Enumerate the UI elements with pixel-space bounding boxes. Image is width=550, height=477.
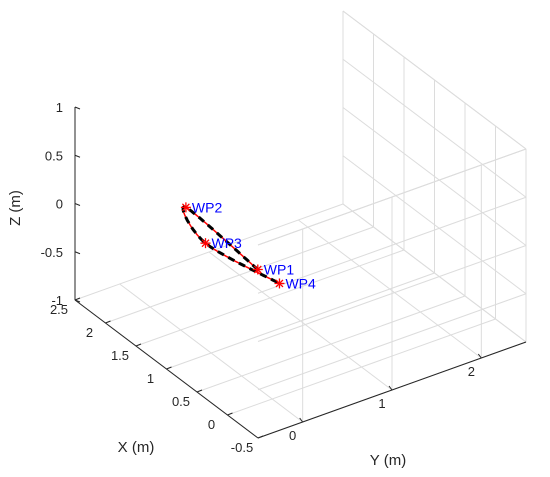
asterisk-icon [275,279,284,288]
wall-grid-line [342,155,527,295]
y-tick-label: 2 [468,364,475,379]
z-tick-label: 0 [56,197,63,212]
z-tick-mark [74,154,81,158]
y-axis-label: Y (m) [370,452,406,469]
x-tick-mark [227,412,233,416]
wall-grid-line [342,203,527,343]
z-tick-label: 1 [56,100,63,115]
tracked-path [181,205,281,285]
tick-layer: -0.5 0 0.5 1 1.5 2 2.5 0 1 2 -1 -0.5 0 0.5 1 [41,100,482,455]
y-tick-mark [299,417,304,423]
waypoint-marker [180,202,191,213]
grid-layer [74,10,527,439]
box-top-edge [342,10,527,150]
y-tick-mark [388,385,393,391]
x-tick-mark [196,389,203,393]
x-tick-mark [257,435,264,439]
waypoint-label: WP4 [285,275,316,291]
asterisk-icon [181,203,190,212]
x-tick-mark [135,343,142,347]
x-tick-label: 0 [208,417,215,432]
x-tick-mark [166,366,172,370]
floor-grid-line [208,251,393,391]
waypoint-marker [200,238,211,249]
z-tick-label: 0.5 [45,148,63,163]
waypoint-label: WP1 [264,262,295,278]
z-axis-label: Z (m) [7,190,24,226]
z-tick-mark [74,106,81,110]
x-tick-label: 0.5 [172,394,190,409]
trajectory-layer [181,205,281,285]
z-tick-mark [74,299,81,303]
floor-grid-line [119,283,303,423]
z-tick-label: -0.5 [41,245,63,260]
asterisk-icon [253,265,262,274]
z-tick-mark [74,251,81,255]
y-tick-label: 1 [378,396,385,411]
waypoint-marker [274,278,285,289]
wall-grid-line [257,293,527,391]
waypoint-marker [252,264,263,275]
x-tick-label: 2.5 [50,302,68,317]
x-axis-label: X (m) [118,439,155,456]
floor-grid-line [298,219,482,359]
y-tick-mark [477,353,482,359]
asterisk-icon [201,239,210,248]
x-tick-mark [74,297,81,301]
box-top-edge [257,148,527,246]
z-tick-label: -1 [51,293,63,308]
wall-grid-line [257,196,527,294]
x-tick-label: 1 [147,371,154,386]
waypoint-layer: WP1 WP2 WP3 WP4 [180,199,316,291]
x-tick-label: 2 [86,325,93,340]
wall-grid-line [342,107,527,246]
waypoint-label: WP2 [192,199,223,215]
x-tick-label: -0.5 [231,440,253,455]
y-tick-label: 0 [289,428,296,443]
wall-grid-line [342,58,527,198]
x-tick-mark [105,320,111,324]
z-tick-mark [74,203,81,206]
x-tick-label: 1.5 [111,348,129,363]
wall-grid-line [257,245,527,342]
waypoint-label: WP3 [212,235,243,251]
